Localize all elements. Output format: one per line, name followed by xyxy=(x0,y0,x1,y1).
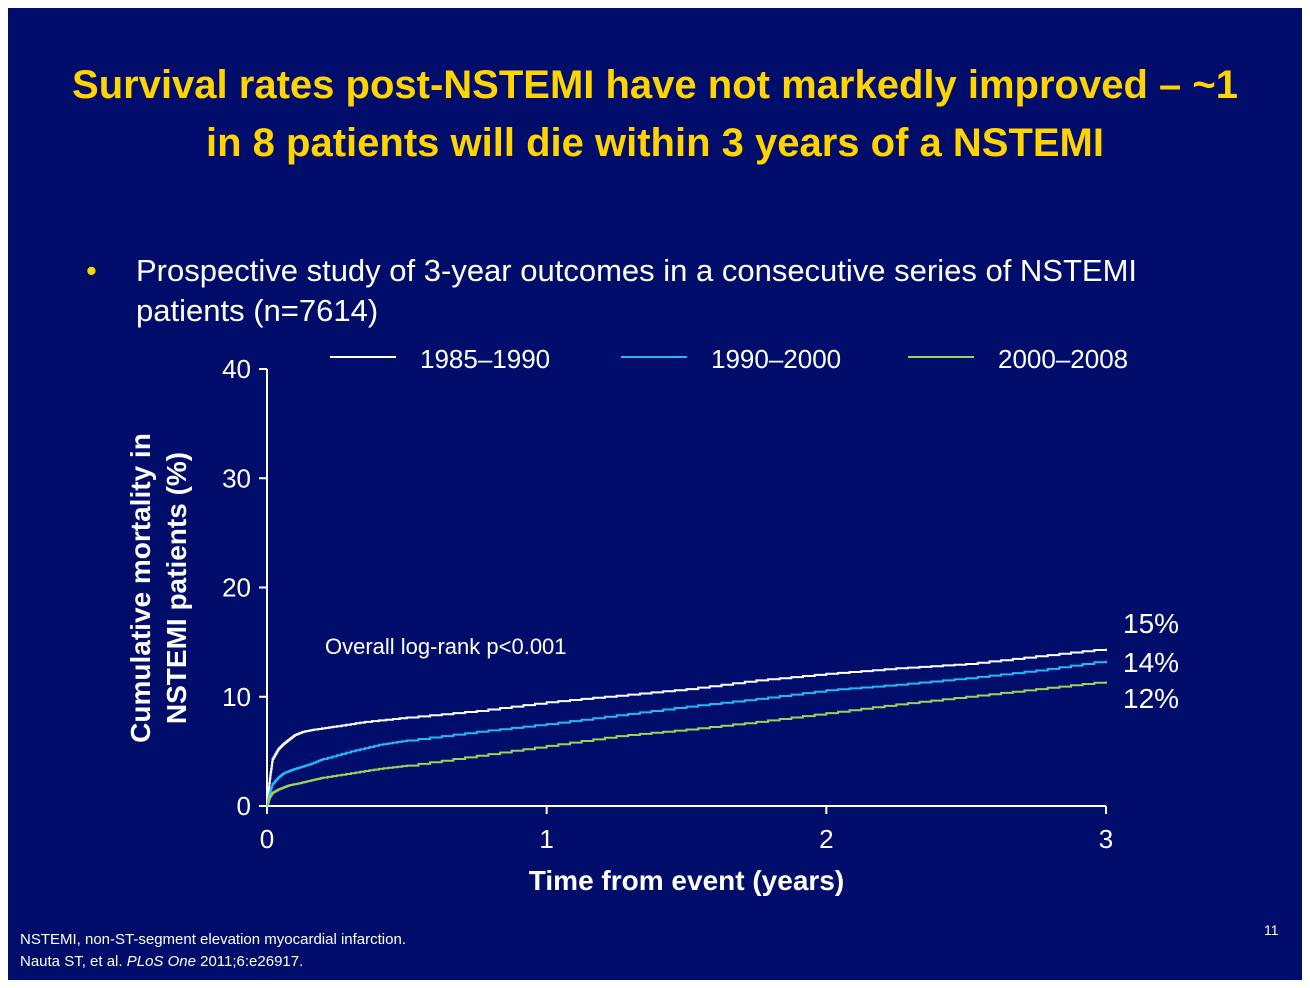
legend-label: 1985–1990 xyxy=(420,344,550,374)
slide-title: Survival rates post-NSTEMI have not mark… xyxy=(72,63,1238,165)
y-tick-label: 10 xyxy=(222,682,251,712)
page-number: 11 xyxy=(1264,922,1279,938)
slide: Survival rates post-NSTEMI have not mark… xyxy=(8,8,1302,980)
x-tick-label: 1 xyxy=(539,824,553,854)
end-value-label: 12% xyxy=(1123,683,1179,714)
x-tick-label: 0 xyxy=(260,824,274,854)
y-tick-label: 0 xyxy=(237,791,251,821)
logrank-annotation: Overall log-rank p<0.001 xyxy=(325,634,567,659)
x-tick-label: 3 xyxy=(1099,824,1113,854)
y-axis-label-line: NSTEMI patients (%) xyxy=(161,452,192,724)
y-tick-label: 40 xyxy=(222,354,251,384)
bullet-dot: • xyxy=(86,253,97,288)
legend-label: 2000–2008 xyxy=(998,344,1128,374)
mortality-chart: 0 10 20 30 40 0 1 2 3 Time from event (years) Cumu… xyxy=(125,344,1179,896)
footnote-abbreviation: NSTEMI, non-ST-segment elevation myocard… xyxy=(20,931,406,948)
bullet-text: Prospective study of 3-year outcomes in … xyxy=(136,253,1138,328)
series-line-1990–2000 xyxy=(266,660,1107,807)
y-axis-label: Cumulative mortality in NSTEMI patients (… xyxy=(125,433,192,743)
reference-citation: 2011;6:e26917. xyxy=(195,953,304,970)
y-tick-label: 20 xyxy=(222,573,251,603)
x-axis-label: Time from event (years) xyxy=(529,865,844,896)
series-line-1985–1990 xyxy=(266,648,1107,807)
y-axis-label-line: Cumulative mortality in xyxy=(125,433,156,743)
end-value-label: 15% xyxy=(1123,608,1179,639)
footnote-reference: Nauta ST, et al. PLoS One 2011;6:e26917. xyxy=(20,951,406,973)
end-value-label: 14% xyxy=(1123,647,1179,678)
footnote: NSTEMI, non-ST-segment elevation myocard… xyxy=(20,929,406,973)
reference-authors: Nauta ST, et al. xyxy=(20,953,127,970)
legend-label: 1990–2000 xyxy=(711,344,841,374)
reference-journal: PLoS One xyxy=(126,953,196,970)
y-tick-label: 30 xyxy=(222,463,251,493)
series-line-2000–2008 xyxy=(266,681,1107,807)
x-tick-label: 2 xyxy=(819,824,833,854)
